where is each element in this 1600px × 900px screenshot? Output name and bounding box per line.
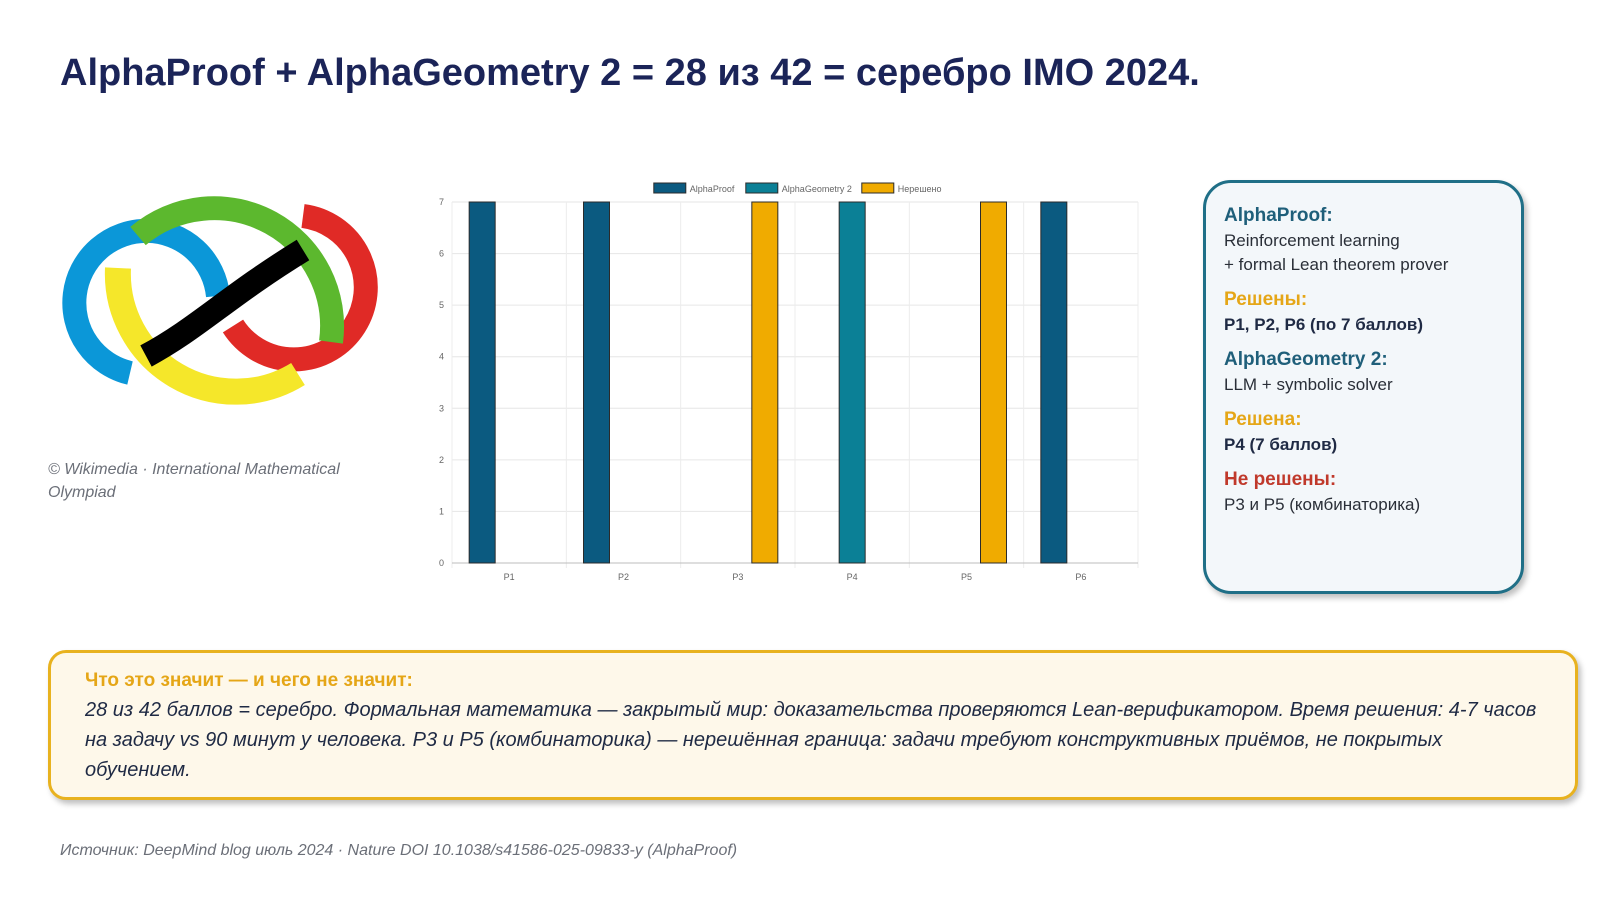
bar-P1-AlphaProof xyxy=(468,201,496,564)
note-box: Что это значит — и чего не значит: 28 из… xyxy=(48,650,1578,800)
chart-container: 0 1 2 3 4 5 6 7 P1 P2 P3 P4 P5 P6 AlphaProof AlphaGeome… xyxy=(430,178,1170,603)
y-tick-label: 3 xyxy=(439,403,444,413)
legend-swatch xyxy=(653,182,687,194)
x-tick-label: P5 xyxy=(961,572,972,582)
logo-credit: © Wikimedia · International Mathematical… xyxy=(48,461,340,501)
page-title: AlphaProof + AlphaGeometry 2 = 28 из 42 … xyxy=(60,52,1200,94)
bar-P3-Нерешено xyxy=(751,201,779,564)
x-tick-label: P2 xyxy=(618,572,629,582)
unsolved-value: P3 и P5 (комбинаторика) xyxy=(1224,495,1421,514)
bar-P5-Нерешено xyxy=(980,201,1007,564)
x-tick-label: P1 xyxy=(504,572,515,582)
y-tick-label: 0 xyxy=(439,558,444,568)
alphageometry-description: LLM + symbolic solver xyxy=(1224,375,1393,394)
alphageometry-heading: AlphaGeometry 2: xyxy=(1224,349,1388,370)
source-citation: Источник: DeepMind blog июль 2024 · Natu… xyxy=(60,842,738,859)
y-tick-label: 6 xyxy=(439,249,444,259)
unsolved-heading: Не решены: xyxy=(1224,469,1337,490)
alphaproof-heading: AlphaProof: xyxy=(1224,205,1333,226)
alphaproof-description-1: Reinforcement learning xyxy=(1224,231,1400,250)
y-tick-label: 2 xyxy=(439,455,444,465)
bar-P6-AlphaProof xyxy=(1040,201,1068,564)
bar-chart: 0 1 2 3 4 5 6 7 P1 P2 P3 P4 P5 P6 AlphaProof AlphaGeome… xyxy=(439,182,1139,582)
y-tick-label: 1 xyxy=(439,506,444,516)
solved-single-value: P4 (7 баллов) xyxy=(1224,435,1338,454)
bar-P2-AlphaProof xyxy=(583,201,610,564)
alphaproof-description-2: + formal Lean theorem prover xyxy=(1224,255,1449,274)
imo-logo xyxy=(48,178,408,440)
legend-swatch xyxy=(745,182,779,194)
solved-single-heading: Решена: xyxy=(1224,409,1302,430)
solved-heading: Решены: xyxy=(1224,289,1308,310)
legend-label: AlphaProof xyxy=(690,184,735,194)
x-tick-label: P3 xyxy=(732,572,743,582)
x-tick-label: P6 xyxy=(1075,572,1086,582)
legend-label: AlphaGeometry 2 xyxy=(782,184,852,194)
x-tick-label: P4 xyxy=(847,572,858,582)
legend-label: Нерешено xyxy=(898,184,942,194)
info-card: AlphaProof: Reinforcement learning + for… xyxy=(1203,180,1524,594)
bar-P4-AlphaGeometry 2 xyxy=(838,201,866,564)
y-tick-label: 5 xyxy=(439,300,444,310)
solved-value: P1, P2, P6 (по 7 баллов) xyxy=(1224,315,1424,334)
y-tick-label: 4 xyxy=(439,352,444,362)
y-tick-label: 7 xyxy=(439,197,444,207)
imo-infinity-logo-icon xyxy=(62,196,378,405)
note-heading: Что это значит — и чего не значит: xyxy=(85,670,413,691)
note-body: 28 из 42 баллов = серебро. Формальная ма… xyxy=(85,699,1537,781)
legend-swatch xyxy=(861,182,895,194)
